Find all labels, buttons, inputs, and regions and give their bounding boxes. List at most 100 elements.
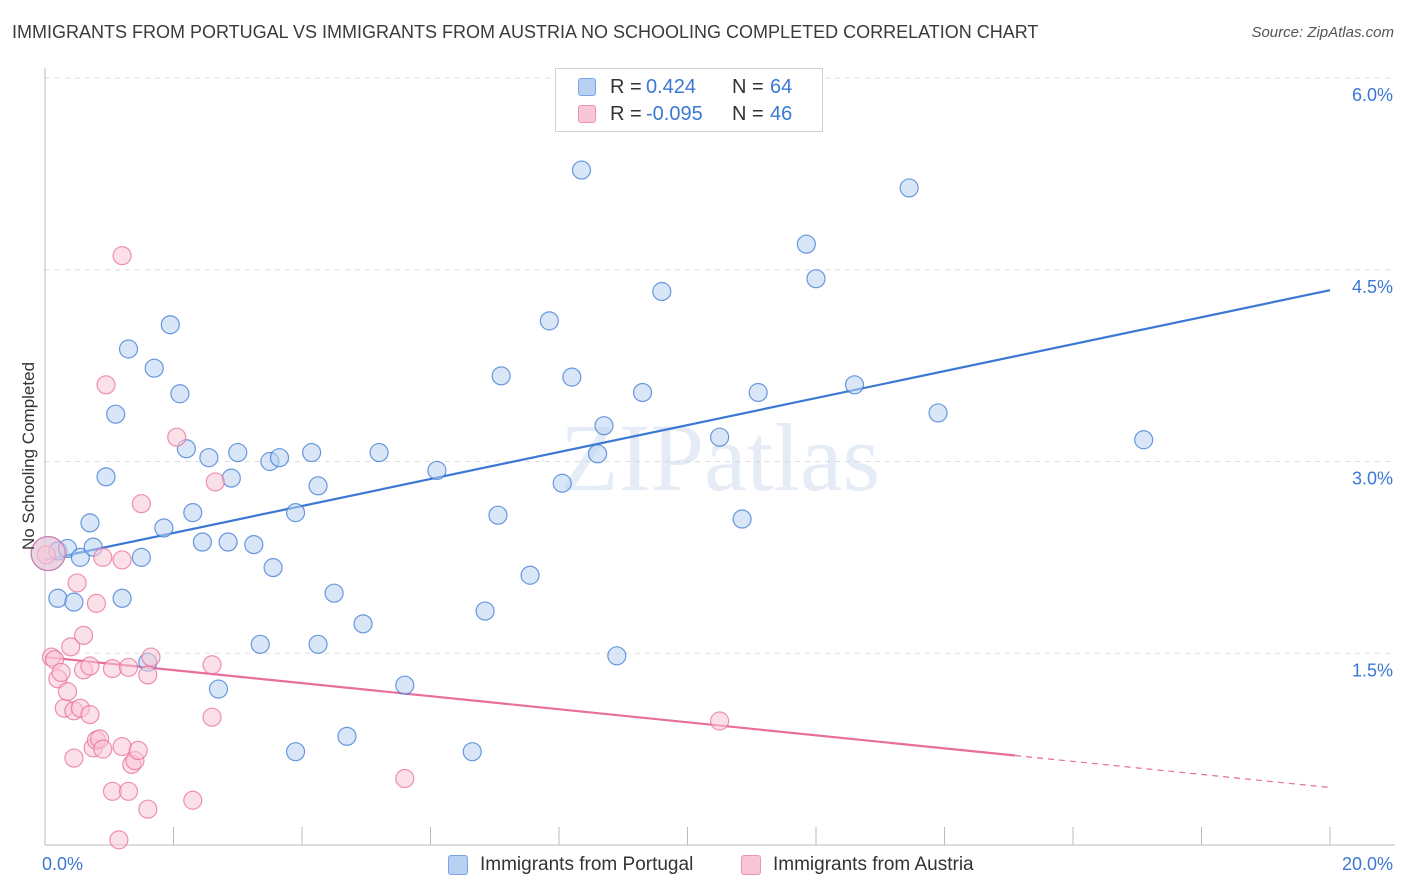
correlation-legend: R = 0.424 N = 64 R = -0.095 N = 46: [555, 68, 823, 132]
legend-r-label: R =: [610, 75, 642, 98]
data-point-pink: [128, 740, 148, 761]
data-point-pink: [131, 494, 151, 514]
x-tick-label: 0.0%: [42, 854, 83, 874]
data-point-blue: [112, 588, 132, 608]
data-point-blue: [353, 614, 373, 634]
legend-swatch-blue: [578, 78, 596, 96]
bottom-legend-swatch-blue: [448, 855, 468, 875]
data-point-pink: [73, 625, 94, 645]
legend-n-value: 64: [770, 75, 793, 98]
data-point-blue: [571, 160, 592, 180]
data-point-pink: [138, 799, 158, 819]
data-point-blue: [263, 558, 283, 578]
data-point-pink: [67, 573, 87, 593]
legend-row-austria: R = -0.095 N = 46: [578, 102, 856, 126]
data-point-blue: [748, 382, 768, 403]
data-point-pink: [112, 550, 132, 570]
data-point-blue: [154, 518, 174, 538]
data-point-pink: [202, 655, 222, 675]
data-point-blue: [427, 460, 447, 481]
y-tick-label: 1.5%: [1352, 660, 1393, 680]
data-point-pink: [109, 830, 129, 850]
bottom-legend-label-austria: Immigrants from Austria: [773, 854, 974, 875]
legend-r-label: R =: [610, 102, 642, 125]
x-tick-label: 20.0%: [1342, 854, 1393, 874]
data-point-pink: [86, 593, 107, 613]
trend-line-pink: [44, 655, 1016, 757]
bottom-legend-swatch-pink: [741, 855, 761, 875]
data-point-pink: [80, 705, 100, 725]
y-tick-label: 3.0%: [1352, 469, 1393, 489]
data-point-pink: [112, 246, 132, 266]
data-point-blue: [285, 742, 306, 762]
data-point-blue: [899, 178, 919, 198]
data-point-blue: [732, 509, 752, 529]
data-point-blue: [183, 503, 203, 523]
data-point-blue: [118, 339, 139, 359]
data-point-pink: [183, 790, 203, 810]
bottom-legend-portugal: Immigrants from Portugal: [448, 852, 693, 878]
data-point-blue: [308, 634, 328, 654]
chart-title: IMMIGRANTS FROM PORTUGAL VS IMMIGRANTS F…: [12, 22, 1039, 42]
source-label: Source: ZipAtlas.com: [1251, 24, 1394, 41]
data-point-blue: [844, 375, 865, 395]
data-point-pink: [202, 707, 222, 727]
data-point-blue: [594, 416, 614, 436]
legend-swatch-pink: [578, 105, 596, 123]
data-point-pink: [102, 658, 123, 679]
bottom-legend-austria: Immigrants from Austria: [741, 852, 974, 878]
data-point-blue: [552, 473, 572, 493]
legend-r-value: 0.424: [646, 75, 697, 98]
data-point-pink: [93, 739, 113, 759]
data-point-blue: [96, 467, 116, 487]
legend-n-label: N =: [732, 102, 764, 125]
legend-r-value: -0.095: [646, 102, 703, 125]
data-point-pink: [30, 535, 66, 572]
data-point-blue: [1134, 430, 1154, 450]
legend-n-label: N =: [732, 75, 764, 98]
data-point-blue: [520, 565, 540, 585]
data-point-blue: [144, 358, 164, 378]
data-point-blue: [539, 311, 559, 331]
legend-row-portugal: R = 0.424 N = 64: [578, 75, 856, 99]
data-point-pink: [93, 547, 113, 567]
data-point-blue: [192, 532, 213, 552]
data-point-blue: [462, 742, 482, 762]
data-point-blue: [607, 646, 627, 666]
data-point-blue: [710, 427, 730, 447]
data-point-blue: [632, 382, 653, 403]
data-point-blue: [324, 583, 344, 603]
data-point-blue: [48, 588, 68, 608]
data-point-pink: [80, 656, 100, 676]
data-point-pink: [395, 768, 415, 789]
data-point-blue: [218, 532, 238, 552]
data-point-blue: [221, 468, 241, 488]
data-point-blue: [285, 503, 306, 523]
data-point-blue: [395, 675, 415, 695]
data-point-pink: [61, 637, 81, 657]
y-tick-label: 6.0%: [1352, 85, 1393, 105]
data-point-pink: [205, 472, 225, 492]
data-point-pink: [118, 657, 139, 677]
data-point-blue: [199, 448, 219, 468]
data-point-blue: [587, 444, 608, 464]
data-point-blue: [369, 442, 389, 463]
data-point-blue: [80, 513, 100, 533]
data-point-blue: [652, 281, 672, 302]
data-point-blue: [70, 547, 90, 567]
data-point-pink: [138, 665, 158, 685]
data-point-blue: [106, 404, 126, 424]
data-point-blue: [806, 269, 826, 289]
data-point-blue: [337, 726, 357, 746]
data-point-pink: [96, 375, 116, 395]
data-point-blue: [562, 367, 582, 387]
legend-n-value: 46: [770, 102, 793, 125]
data-point-blue: [170, 384, 190, 404]
data-point-pink: [141, 647, 161, 667]
data-point-blue: [250, 634, 270, 654]
data-point-pink: [112, 736, 132, 757]
data-point-pink: [51, 662, 71, 683]
data-point-blue: [928, 403, 948, 423]
data-point-blue: [488, 505, 508, 525]
